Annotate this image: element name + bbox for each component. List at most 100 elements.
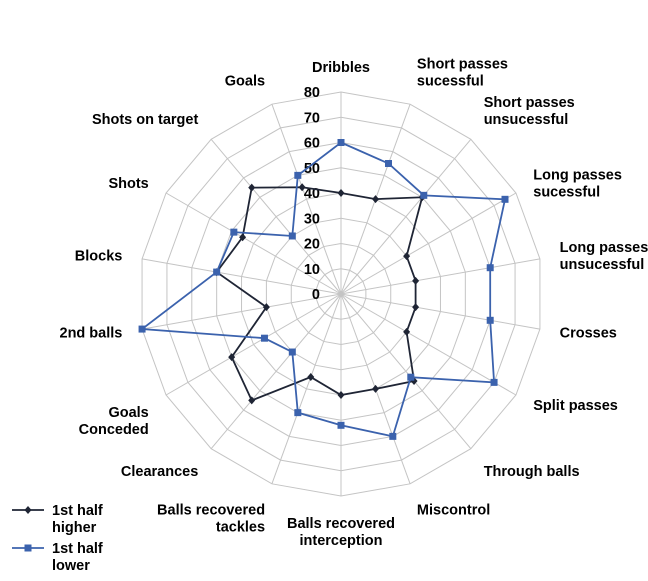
category-label: Miscontrol: [417, 503, 490, 519]
tick-label: 80: [304, 85, 320, 101]
category-label: 2nd balls: [60, 326, 123, 342]
data-point: [230, 228, 238, 236]
data-point: [239, 233, 247, 242]
category-label-line: Goals: [108, 405, 148, 421]
series-square: [138, 139, 509, 440]
grid-spoke: [340, 192, 517, 295]
grid-spoke: [141, 258, 342, 295]
grid-spoke: [210, 138, 342, 295]
grid-spoke: [340, 293, 472, 450]
data-point: [24, 506, 32, 514]
data-point: [262, 303, 270, 312]
category-label: Dribbles: [312, 60, 370, 76]
series-layer: [138, 139, 509, 440]
category-label-line: Long passes: [533, 168, 622, 184]
category-label-line: unsucessful: [484, 112, 569, 128]
data-point: [501, 195, 509, 203]
data-point: [420, 191, 428, 199]
category-label-line: Shots on target: [92, 112, 199, 128]
data-point: [407, 373, 415, 381]
tick-label: 10: [304, 262, 320, 278]
category-label-line: sucessful: [533, 185, 600, 201]
category-label: Through balls: [484, 464, 580, 480]
category-label-line: Long passes: [560, 240, 648, 256]
category-label-line: Short passes: [417, 56, 508, 72]
category-label: Crosses: [560, 326, 617, 342]
data-point: [372, 384, 380, 393]
data-point: [248, 183, 256, 192]
category-label-line: unsucessful: [560, 257, 645, 273]
category-label-line: Miscontrol: [417, 503, 490, 519]
category-label: Split passes: [533, 398, 618, 414]
category-label-line: Blocks: [75, 248, 123, 264]
category-label-line: Shots: [108, 176, 148, 192]
data-point: [138, 325, 146, 333]
legend-label: 1st half: [52, 503, 103, 519]
category-label-line: Conceded: [79, 422, 149, 438]
tick-label: 20: [304, 237, 320, 253]
legend-label: lower: [52, 558, 90, 574]
data-point: [403, 252, 411, 261]
data-point: [337, 391, 345, 399]
data-point: [337, 421, 345, 429]
category-label: Shots: [108, 176, 148, 192]
category-label: Clearances: [121, 464, 198, 480]
data-point: [294, 171, 302, 179]
tick-label: 30: [304, 211, 320, 227]
data-point: [486, 264, 494, 272]
category-label-line: Dribbles: [312, 60, 370, 76]
category-label-line: interception: [300, 533, 383, 549]
category-label-line: Balls recovered: [157, 503, 265, 519]
data-point: [384, 160, 392, 168]
category-label: Goals: [225, 73, 265, 89]
category-label-line: Through balls: [484, 464, 580, 480]
data-point: [24, 544, 32, 552]
grid-spoke: [165, 293, 342, 396]
data-point: [389, 432, 397, 440]
category-label: Blocks: [75, 248, 123, 264]
data-point: [260, 334, 268, 342]
grid-spoke: [141, 293, 342, 330]
data-point: [228, 353, 236, 362]
category-label-line: tackles: [216, 520, 265, 536]
category-label-line: Clearances: [121, 464, 198, 480]
data-point: [403, 327, 411, 336]
category-label-line: 2nd balls: [60, 326, 123, 342]
data-point: [307, 373, 315, 382]
category-label-line: sucessful: [417, 73, 484, 89]
tick-label: 70: [304, 110, 320, 126]
data-point: [337, 189, 345, 197]
data-point: [412, 276, 420, 285]
category-label-line: Goals: [225, 73, 265, 89]
category-label: Shots on target: [92, 112, 199, 128]
data-point: [298, 183, 306, 192]
category-label-line: Crosses: [560, 326, 617, 342]
data-point: [490, 378, 498, 386]
grid-spoke: [271, 104, 342, 295]
legend-label: 1st half: [52, 541, 103, 557]
category-label-line: Split passes: [533, 398, 618, 414]
data-point: [288, 232, 296, 240]
radar-grid: [141, 91, 541, 497]
legend-label: higher: [52, 520, 97, 536]
grid-spoke: [271, 293, 342, 484]
tick-label: 50: [304, 161, 320, 177]
tick-label: 0: [312, 287, 320, 303]
data-point: [288, 348, 296, 356]
category-label-line: Balls recovered: [287, 516, 395, 532]
data-point: [412, 303, 420, 312]
grid-spoke: [340, 258, 541, 295]
